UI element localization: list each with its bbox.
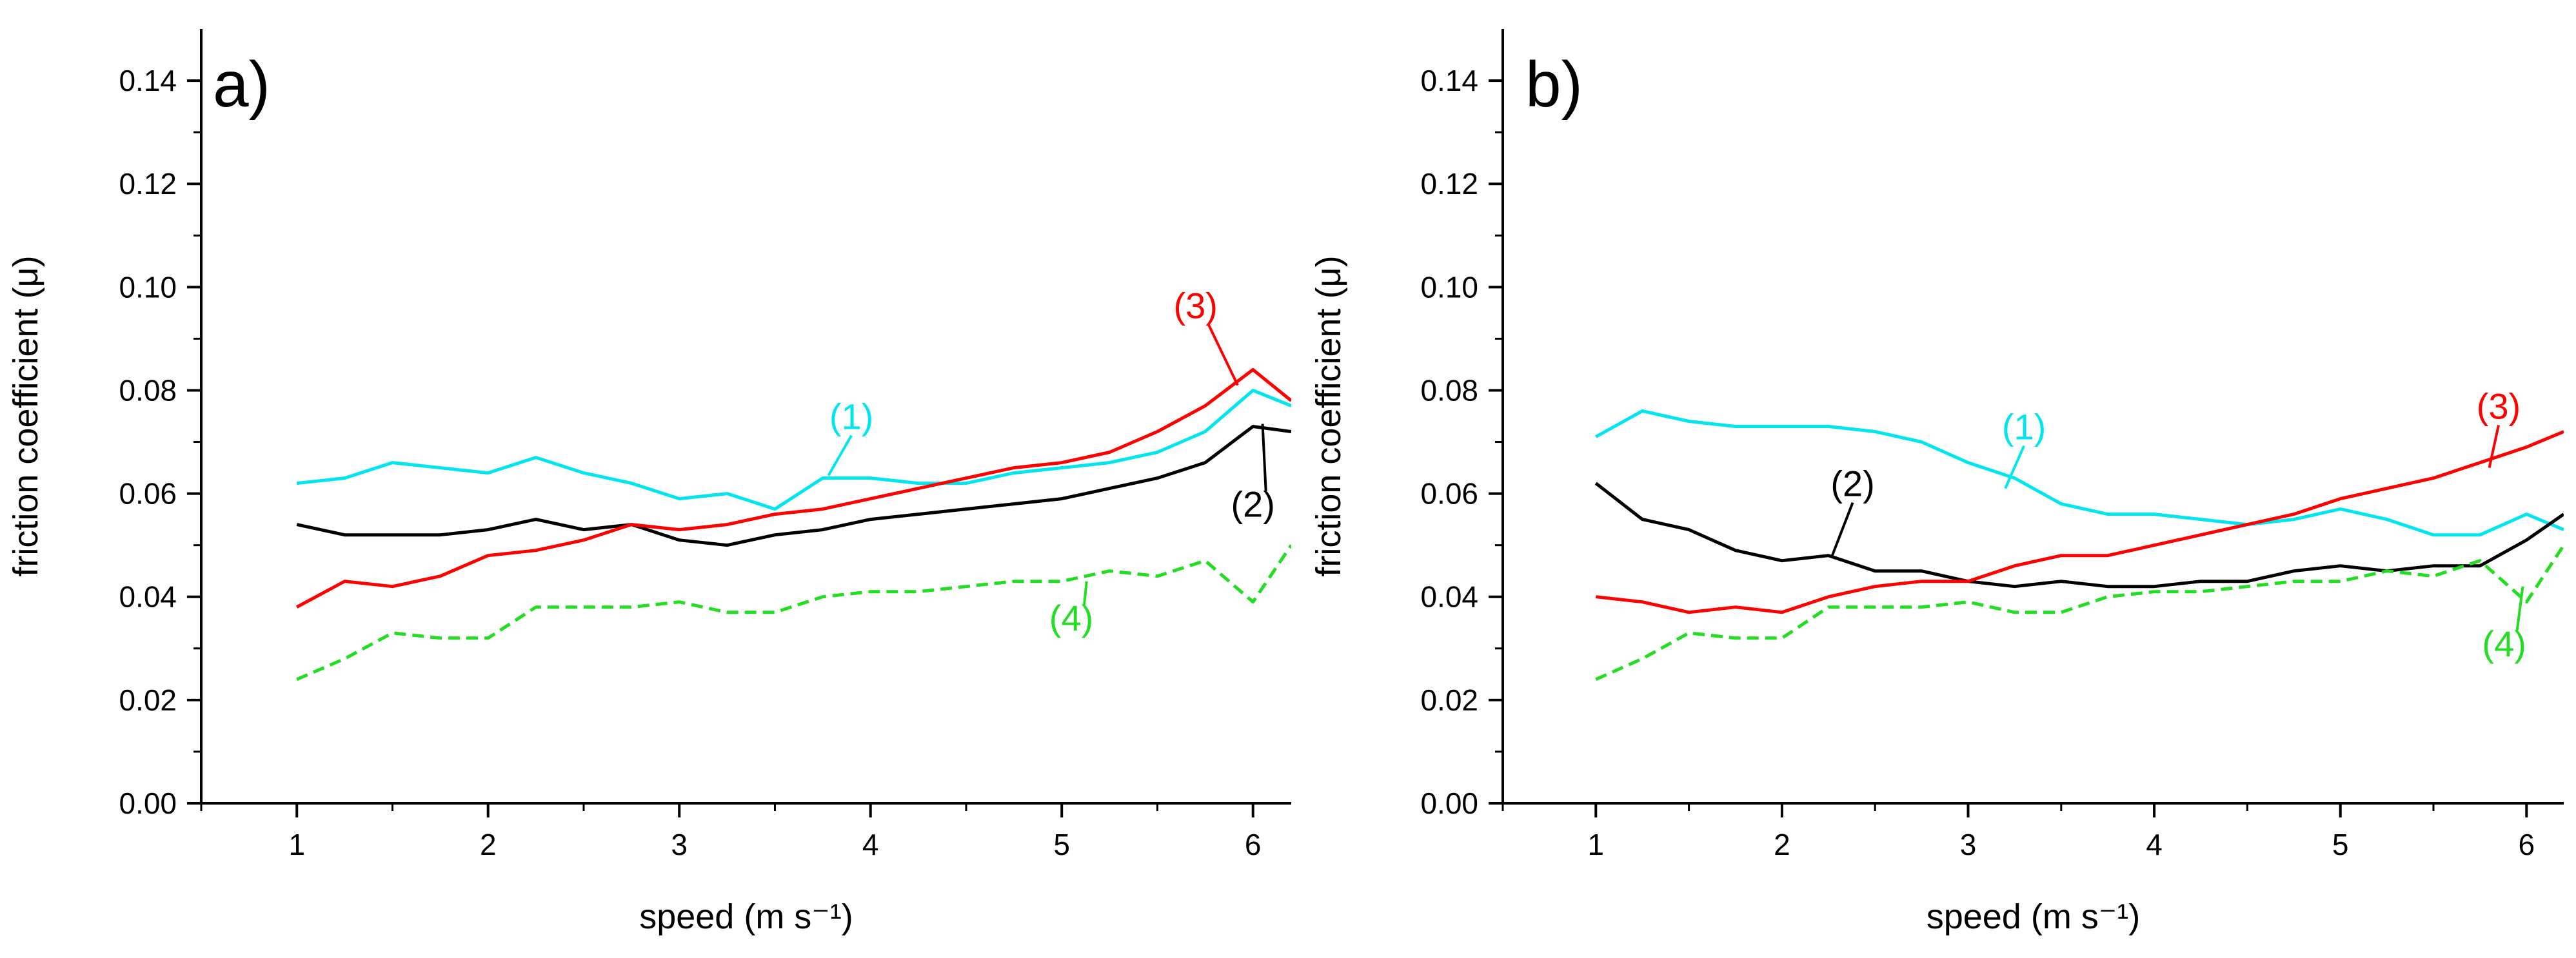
y-tick-label: 0.10 bbox=[119, 270, 177, 304]
series-line-4 bbox=[296, 544, 1291, 681]
annotation-pointer bbox=[827, 435, 853, 476]
series-line-3 bbox=[296, 367, 1291, 609]
x-tick-label: 6 bbox=[2518, 828, 2535, 861]
y-tick-label: 0.10 bbox=[1420, 270, 1478, 304]
y-tick-label: 0.06 bbox=[119, 477, 177, 511]
x-axis-label: speed (m s⁻¹) bbox=[1927, 897, 2141, 936]
series-line-3 bbox=[1596, 430, 2564, 614]
x-tick-label: 3 bbox=[1960, 828, 1977, 861]
x-tick-label: 5 bbox=[2332, 828, 2349, 861]
x-tick-label: 2 bbox=[480, 828, 497, 861]
y-tick-label: 0.04 bbox=[1420, 580, 1478, 614]
annotation-pointer bbox=[1207, 324, 1239, 386]
y-tick-label: 0.02 bbox=[119, 683, 177, 717]
y-axis-label: friction coefficient (μ) bbox=[6, 255, 45, 576]
chart-panel-a: 1 2 3 4 5 6 0.00 0.02 0.04 0.06 0.08 0.10 0.12 0.14 sp… bbox=[6, 29, 1291, 936]
x-tick-label: 1 bbox=[1588, 828, 1605, 861]
y-tick-label: 0.14 bbox=[119, 64, 177, 97]
x-tick-label: 4 bbox=[2146, 828, 2163, 861]
y-tick-label: 0.08 bbox=[1420, 373, 1478, 407]
series-line-2 bbox=[296, 425, 1291, 547]
x-tick-label: 1 bbox=[288, 828, 305, 861]
y-tick-label: 0.12 bbox=[119, 167, 177, 200]
series-line-1 bbox=[1595, 409, 2564, 537]
y-tick-label: 0.08 bbox=[119, 373, 177, 407]
panel-label: b) bbox=[1525, 48, 1583, 121]
x-axis-label: speed (m s⁻¹) bbox=[639, 897, 853, 936]
annotation-label: (3) bbox=[2477, 386, 2521, 427]
x-tick-label: 4 bbox=[862, 828, 879, 861]
x-tick-label: 2 bbox=[1774, 828, 1790, 861]
y-axis-label: friction coefficient (μ) bbox=[1309, 255, 1348, 576]
annotation-pointer bbox=[2488, 425, 2500, 468]
y-tick-label: 0.00 bbox=[119, 787, 177, 820]
y-tick-label: 0.00 bbox=[1420, 787, 1478, 820]
annotation-label: (2) bbox=[1830, 464, 1874, 504]
x-tick-label: 5 bbox=[1053, 828, 1070, 861]
annotation-pointer bbox=[1261, 424, 1267, 491]
series-line-4 bbox=[1595, 544, 2564, 681]
y-tick-label: 0.06 bbox=[1420, 477, 1478, 511]
y-tick-label: 0.14 bbox=[1420, 64, 1478, 97]
annotation-label: (2) bbox=[1231, 484, 1274, 525]
x-tick-label: 6 bbox=[1245, 828, 1262, 861]
x-tick-label: 3 bbox=[671, 828, 688, 861]
panel-label: a) bbox=[213, 48, 270, 121]
series-line-1 bbox=[296, 389, 1291, 511]
annotation-label: (4) bbox=[1049, 598, 1093, 638]
y-tick-label: 0.12 bbox=[1420, 167, 1478, 200]
annotation-label: (1) bbox=[2002, 407, 2046, 447]
annotation-pointer bbox=[2515, 586, 2524, 631]
plot-area bbox=[296, 367, 1291, 681]
series-line-2 bbox=[1594, 482, 2564, 589]
chart-panel-b: 1 2 3 4 5 6 0.00 0.02 0.04 0.06 0.08 0.10 0.12 0.14 sp… bbox=[1309, 29, 2564, 936]
annotation-label: (1) bbox=[829, 396, 873, 437]
annotation-pointer bbox=[2004, 445, 2025, 489]
annotation-pointer bbox=[1083, 581, 1088, 605]
y-tick-label: 0.04 bbox=[119, 580, 177, 614]
annotation-label: (4) bbox=[2482, 623, 2526, 664]
annotation-label: (3) bbox=[1174, 285, 1218, 326]
annotation-pointer bbox=[1830, 502, 1854, 556]
plot-area bbox=[1594, 409, 2564, 681]
y-tick-label: 0.02 bbox=[1420, 683, 1478, 717]
